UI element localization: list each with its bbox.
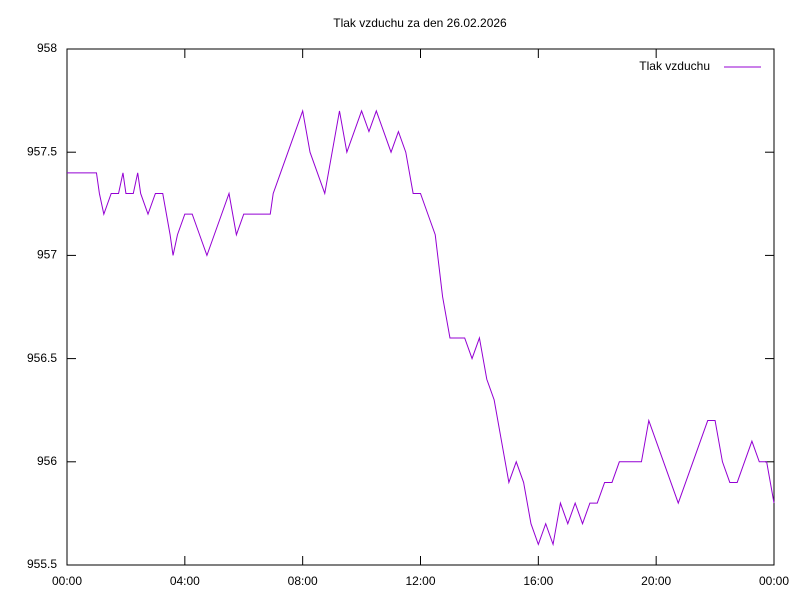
x-tick-label: 00:00 <box>52 574 82 588</box>
y-tick-label: 956.5 <box>27 351 57 365</box>
chart-title: Tlak vzduchu za den 26.02.2026 <box>333 16 507 30</box>
y-tick-label: 958 <box>37 41 57 55</box>
y-tick-label: 955.5 <box>27 557 57 571</box>
y-tick-label: 957.5 <box>27 144 57 158</box>
x-tick-label: 00:00 <box>759 574 789 588</box>
x-tick-label: 12:00 <box>405 574 435 588</box>
data-line <box>67 108 775 547</box>
plot-frame <box>66 48 775 566</box>
y-tick-label: 957 <box>37 248 57 262</box>
x-tick-label: 04:00 <box>170 574 200 588</box>
x-tick-label: 08:00 <box>288 574 318 588</box>
x-tick-label: 20:00 <box>641 574 671 588</box>
y-tick-label: 956 <box>37 454 57 468</box>
legend-label: Tlak vzduchu <box>639 59 710 73</box>
x-tick-label: 16:00 <box>523 574 553 588</box>
